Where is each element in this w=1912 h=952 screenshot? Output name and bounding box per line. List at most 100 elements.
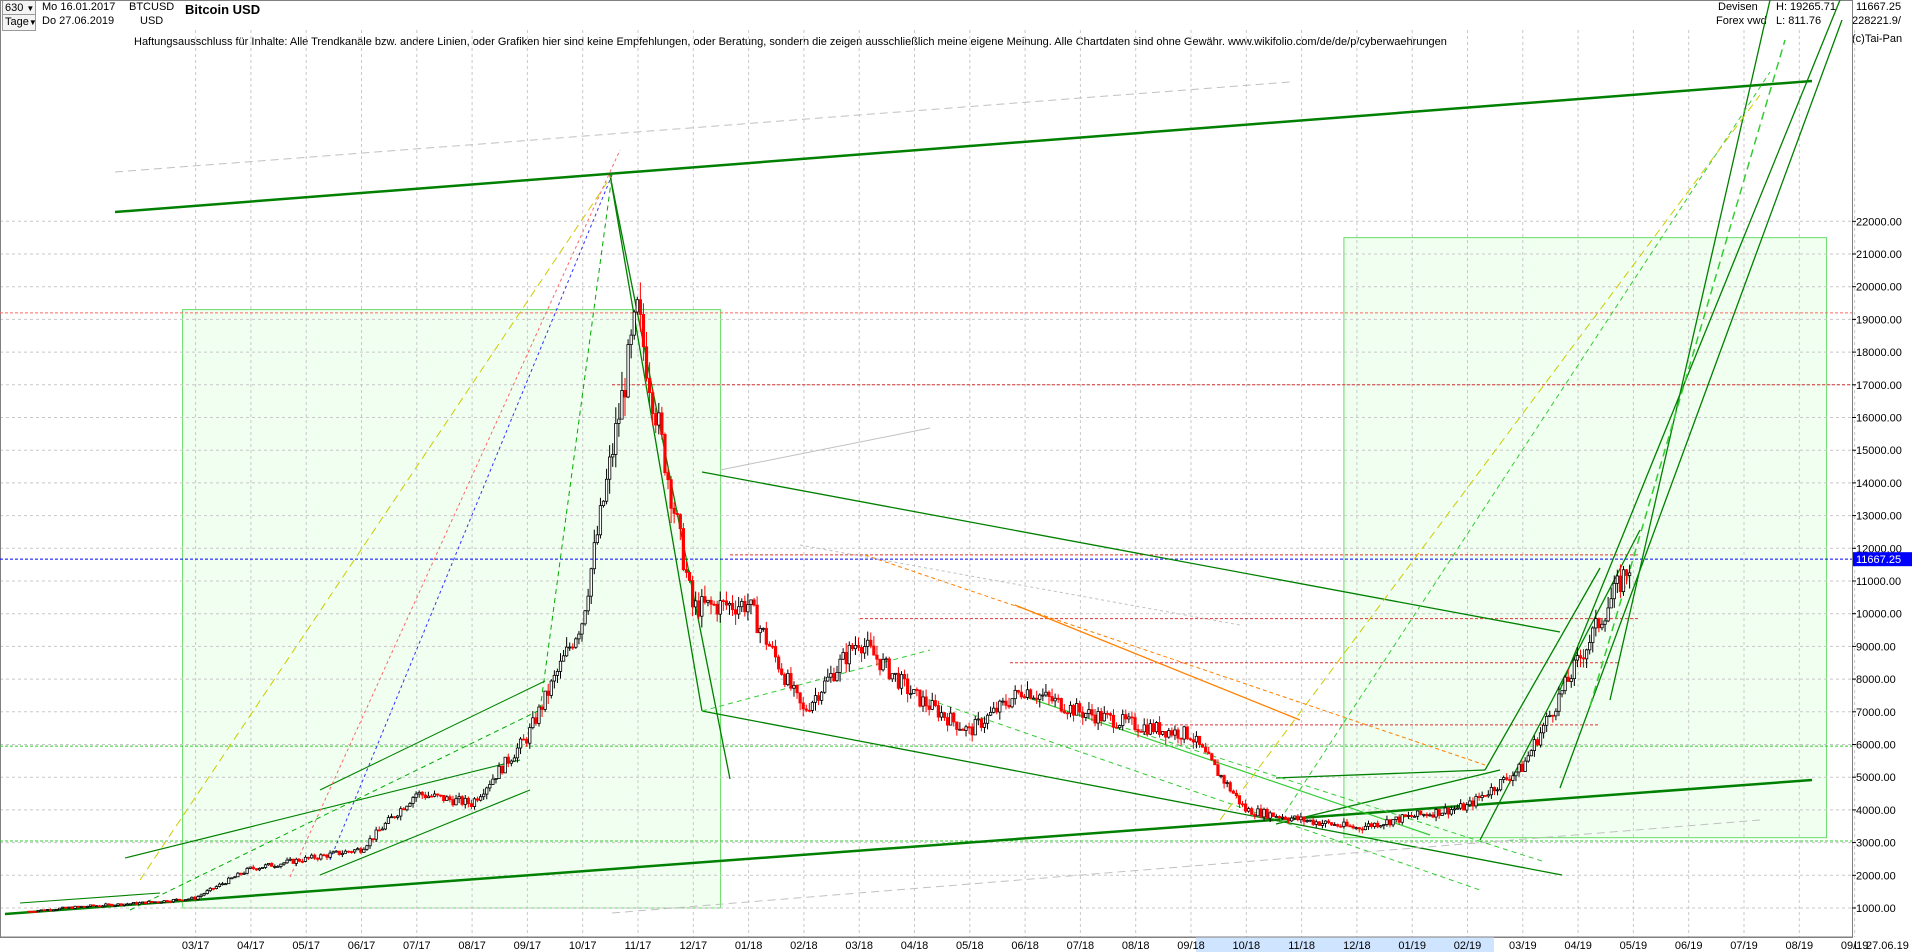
candle-body — [1290, 817, 1294, 822]
candle-body — [1446, 807, 1450, 815]
x-tick-label: 07/19 — [1730, 940, 1758, 952]
candle-body — [331, 851, 335, 854]
candle-body — [1618, 575, 1623, 593]
period-value: 630 — [5, 2, 24, 14]
candle-body — [1354, 827, 1358, 830]
candle-body — [1385, 819, 1389, 825]
candle-body — [1170, 730, 1174, 736]
candle-body — [1569, 678, 1573, 682]
candle-body — [1357, 827, 1361, 830]
date-from[interactable]: Mo 16.01.2017 — [42, 1, 116, 13]
candle-body — [1210, 753, 1214, 761]
candle-body — [734, 609, 738, 615]
candle-body — [202, 893, 206, 896]
low-value: L: 811.76 — [1776, 15, 1822, 27]
candle-body — [337, 850, 341, 855]
date-to[interactable]: Do 27.06.2019 — [42, 15, 115, 27]
x-tick-label: 09/18 — [1177, 940, 1205, 952]
candle-body — [187, 898, 191, 901]
candle-body — [706, 599, 710, 603]
candle-body — [134, 902, 139, 905]
candle-body — [1474, 796, 1478, 807]
candle-body — [660, 412, 664, 435]
unit-value: Tage — [5, 16, 29, 28]
candle-body — [460, 796, 464, 805]
candle-body — [79, 905, 83, 908]
candle-body — [816, 695, 821, 701]
candle-body — [1431, 814, 1435, 818]
candle-body — [1495, 789, 1500, 792]
time-selection-band — [1196, 937, 1494, 952]
unit-select[interactable]: Tage▼ — [2, 14, 37, 31]
candle-body — [153, 901, 157, 904]
candle-body — [1459, 803, 1463, 809]
trend-line — [609, 174, 731, 780]
candle-body — [724, 600, 728, 606]
candle-body — [1400, 814, 1404, 823]
candle-body — [1025, 689, 1030, 698]
candle-body — [260, 867, 265, 869]
candle-body — [1035, 697, 1039, 700]
candle-body — [1121, 714, 1125, 726]
candle-body — [494, 778, 498, 780]
candle-body — [1339, 825, 1343, 828]
candle-body — [1148, 723, 1152, 735]
x-tick-label: 12/17 — [680, 940, 708, 952]
trend-line — [139, 174, 613, 881]
candle-body — [1326, 820, 1331, 824]
candle-body — [1197, 735, 1202, 745]
candle-body — [992, 707, 996, 713]
candle-body — [405, 805, 409, 811]
candle-body — [961, 728, 965, 731]
candle-body — [1139, 730, 1143, 733]
candle-body — [863, 646, 867, 654]
candle-body — [1087, 709, 1091, 714]
candle-body — [1102, 712, 1106, 722]
candle-body — [1606, 607, 1610, 622]
y-tick-label: 15000.00 — [1856, 445, 1902, 457]
candle-body — [697, 600, 701, 617]
candle-body — [691, 580, 695, 608]
candle-body — [982, 722, 987, 728]
candle-body — [436, 793, 440, 796]
chevron-down-icon: ▼ — [28, 18, 37, 27]
candle-body — [165, 900, 169, 903]
candle-body — [254, 868, 258, 871]
candle-body — [1523, 760, 1527, 772]
candle-body — [1483, 795, 1487, 797]
candle-body — [1108, 713, 1113, 716]
candle-body — [233, 876, 237, 879]
candle-body — [420, 791, 424, 796]
x-tick-label: 08/18 — [1122, 940, 1150, 952]
candle-body — [1250, 808, 1254, 815]
candle-body — [1032, 697, 1036, 700]
candle-body — [601, 500, 606, 507]
candle-body — [94, 905, 99, 908]
candle-body — [110, 903, 114, 907]
candle-body — [598, 505, 603, 536]
candle-body — [718, 600, 722, 615]
x-tick-label: 06/17 — [348, 940, 376, 952]
trend-line — [129, 709, 541, 911]
candle-body — [374, 829, 378, 840]
candle-body — [1130, 716, 1134, 719]
candle-body — [1047, 691, 1051, 697]
candle-body — [1114, 726, 1119, 729]
candle-body — [918, 689, 922, 707]
y-tick-label: 13000.00 — [1856, 511, 1902, 523]
trend-line — [701, 649, 931, 712]
candle-body — [1345, 821, 1349, 827]
reference-levels — [0, 312, 1852, 842]
candle-body — [1624, 569, 1629, 576]
candle-body — [875, 654, 879, 660]
candle-body — [617, 418, 621, 424]
current-price-label: 11667.25 — [1856, 554, 1901, 566]
candle-body — [912, 689, 916, 695]
candle-body — [1090, 709, 1094, 716]
candle-body — [1529, 750, 1533, 757]
trend-line — [114, 81, 1291, 173]
candle-body — [890, 673, 894, 680]
candle-body — [325, 854, 329, 858]
candle-body — [1151, 723, 1156, 733]
